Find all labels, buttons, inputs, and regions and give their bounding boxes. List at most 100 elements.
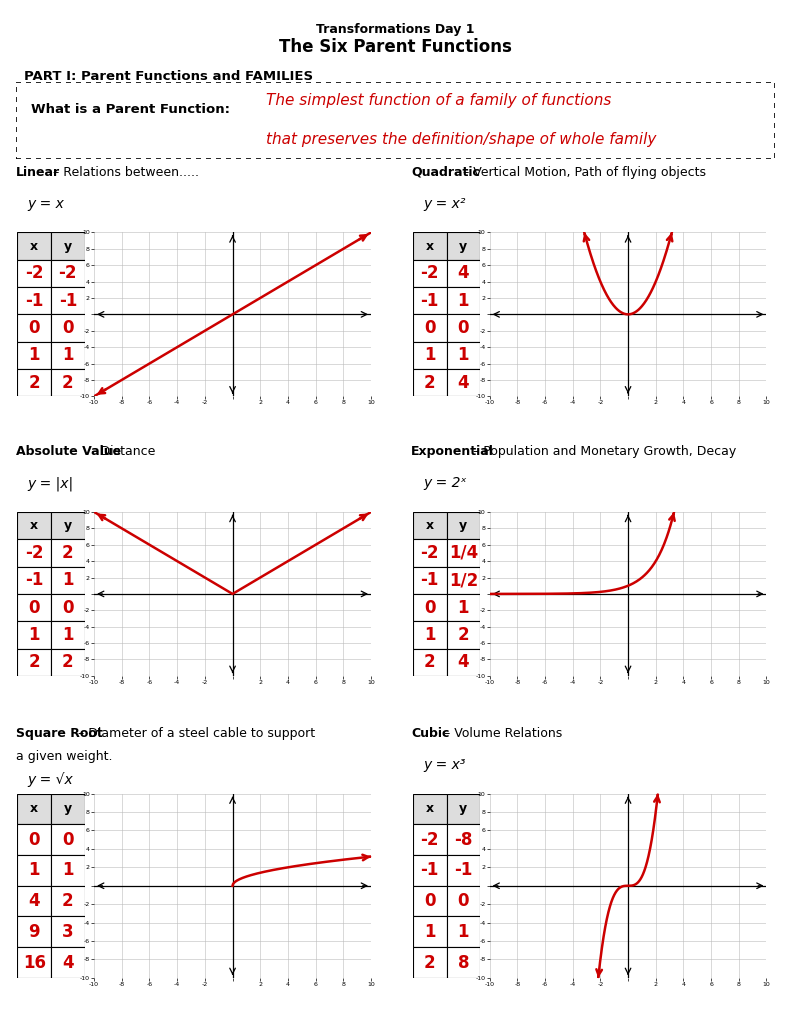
Text: x: x (426, 519, 433, 532)
Text: y = √x: y = √x (28, 772, 74, 786)
Text: – Vertical Motion, Path of flying objects: – Vertical Motion, Path of flying object… (460, 166, 706, 179)
Text: y = 2ˣ: y = 2ˣ (423, 476, 467, 490)
Text: 0: 0 (62, 319, 74, 337)
Text: 16: 16 (23, 953, 46, 972)
Bar (446, 622, 480, 648)
Text: 2: 2 (62, 892, 74, 910)
Text: -8: -8 (454, 830, 472, 849)
Bar (446, 369, 480, 396)
Bar (446, 886, 480, 916)
Text: -1: -1 (421, 292, 439, 309)
Text: Square Root: Square Root (16, 727, 103, 740)
Text: that preserves the definition/shape of whole family: that preserves the definition/shape of w… (267, 132, 657, 146)
Bar (446, 594, 480, 622)
Bar (51, 512, 85, 540)
Bar (446, 855, 480, 886)
Bar (17, 648, 51, 676)
Bar (446, 540, 480, 566)
Text: 4: 4 (62, 953, 74, 972)
Bar (413, 512, 446, 540)
Text: -1: -1 (421, 571, 439, 589)
Text: x: x (30, 803, 38, 815)
Text: 2: 2 (28, 374, 40, 391)
Text: y = x³: y = x³ (423, 758, 466, 772)
Text: 2: 2 (424, 653, 436, 671)
Bar (413, 947, 446, 978)
Text: Absolute Value: Absolute Value (16, 445, 121, 459)
Bar (446, 232, 480, 260)
Bar (413, 916, 446, 947)
Bar (51, 648, 85, 676)
Text: x: x (426, 803, 433, 815)
Bar (446, 566, 480, 594)
Bar (17, 824, 51, 855)
Text: 2: 2 (457, 626, 469, 644)
Bar (446, 648, 480, 676)
Text: -2: -2 (421, 544, 439, 562)
Text: – Diameter of a steel cable to support: – Diameter of a steel cable to support (74, 727, 315, 740)
Bar (51, 260, 85, 287)
Text: 0: 0 (424, 599, 436, 616)
Text: 1: 1 (62, 571, 74, 589)
Text: y = x²: y = x² (423, 197, 466, 211)
Text: 1/4: 1/4 (448, 544, 478, 562)
Bar (17, 287, 51, 314)
Text: -2: -2 (421, 264, 439, 283)
Bar (413, 594, 446, 622)
Bar (413, 824, 446, 855)
Text: 1: 1 (28, 861, 40, 880)
Text: Quadratic: Quadratic (411, 166, 480, 179)
Bar (51, 855, 85, 886)
Text: -2: -2 (25, 544, 44, 562)
Text: -1: -1 (25, 292, 44, 309)
Bar (51, 342, 85, 369)
Text: 1: 1 (62, 346, 74, 365)
Bar (446, 314, 480, 342)
Text: 0: 0 (424, 319, 436, 337)
Text: -2: -2 (25, 264, 44, 283)
Text: y: y (460, 803, 467, 815)
Text: y: y (64, 240, 72, 253)
Text: y: y (460, 519, 467, 532)
Text: 1: 1 (424, 346, 436, 365)
Text: a given weight.: a given weight. (16, 750, 112, 763)
Text: 1: 1 (28, 346, 40, 365)
Text: 1: 1 (424, 923, 436, 941)
Text: – Volume Relations: – Volume Relations (440, 727, 562, 740)
Bar (17, 369, 51, 396)
Bar (446, 287, 480, 314)
Bar (17, 260, 51, 287)
Text: -1: -1 (25, 571, 44, 589)
Bar (413, 369, 446, 396)
Text: -1: -1 (454, 861, 472, 880)
Text: y = |x|: y = |x| (28, 476, 74, 490)
Text: 1: 1 (457, 346, 469, 365)
Text: 1: 1 (62, 861, 74, 880)
Bar (17, 622, 51, 648)
Text: 2: 2 (62, 544, 74, 562)
Text: x: x (30, 240, 38, 253)
Bar (413, 886, 446, 916)
Text: 3: 3 (62, 923, 74, 941)
Text: 2: 2 (424, 374, 436, 391)
Bar (17, 232, 51, 260)
Text: x: x (426, 240, 433, 253)
Bar (51, 540, 85, 566)
Bar (17, 794, 51, 824)
Text: What is a Parent Function:: What is a Parent Function: (31, 103, 230, 117)
Bar (413, 260, 446, 287)
Text: -1: -1 (421, 861, 439, 880)
Bar (413, 794, 446, 824)
Text: 2: 2 (62, 653, 74, 671)
Text: 0: 0 (28, 319, 40, 337)
Bar (17, 540, 51, 566)
Text: 4: 4 (28, 892, 40, 910)
Text: -2: -2 (421, 830, 439, 849)
Text: 0: 0 (457, 319, 469, 337)
Text: 4: 4 (457, 264, 469, 283)
Bar (51, 916, 85, 947)
Text: y: y (64, 803, 72, 815)
Text: 0: 0 (424, 892, 436, 910)
Text: 4: 4 (457, 653, 469, 671)
Bar (17, 314, 51, 342)
